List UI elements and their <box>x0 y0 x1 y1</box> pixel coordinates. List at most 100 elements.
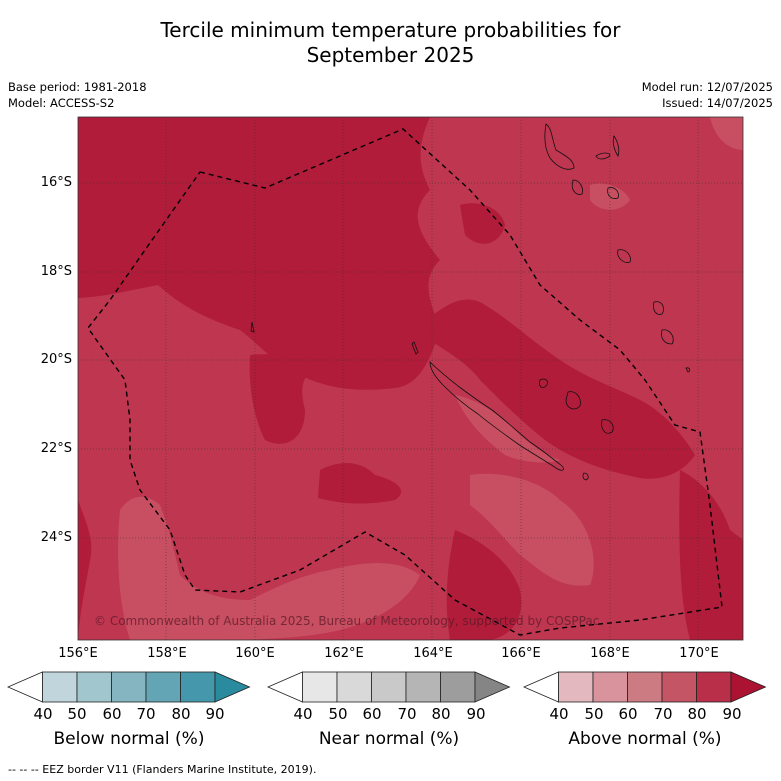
tick-label: 50 <box>584 705 604 723</box>
loyalty-island-ouvea <box>539 378 548 388</box>
ambae-island <box>595 152 611 160</box>
lon-label: 170°E <box>679 646 719 661</box>
colorbar-near-label: Near normal (%) <box>318 729 460 749</box>
prob-region-80-90 <box>318 463 402 504</box>
tick-label: 80 <box>431 705 451 723</box>
loyalty-island-mare <box>601 419 614 434</box>
prob-region-60-70 <box>118 496 420 640</box>
colorbar-segment <box>145 671 181 703</box>
tick-label: 80 <box>171 705 191 723</box>
colorbar-extend-high <box>214 671 251 703</box>
loyalty-island-lifou <box>565 391 581 410</box>
prob-region-60-70 <box>470 473 594 586</box>
colorbar-segment <box>627 671 663 703</box>
copyright-text: © Commonwealth of Australia 2025, Bureau… <box>94 614 600 628</box>
lat-label: 18°S <box>40 264 72 279</box>
eez-border <box>87 128 723 636</box>
land-masses <box>250 123 691 481</box>
chart-title: Tercile minimum temperature probabilitie… <box>0 18 781 68</box>
espiritu-santo <box>544 123 575 170</box>
lat-label: 16°S <box>40 175 72 190</box>
erromango-island <box>617 249 631 263</box>
colorbar-segment <box>336 671 372 703</box>
title-line-2: September 2025 <box>306 43 475 67</box>
chesterfield-islet <box>250 321 255 333</box>
colorbar-above-label: Above normal (%) <box>568 729 722 749</box>
tick-label: 70 <box>136 705 156 723</box>
colorbar-segment <box>302 671 338 703</box>
colorbar-segment <box>661 671 697 703</box>
colorbar-near <box>266 671 511 703</box>
lon-label: 162°E <box>324 646 364 661</box>
meta-right: Model run: 12/07/2025 Issued: 14/07/2025 <box>642 79 773 111</box>
lon-label: 166°E <box>501 646 541 661</box>
tick-label: 60 <box>102 705 122 723</box>
tick-label: 50 <box>328 705 348 723</box>
efate-island <box>607 187 619 199</box>
colorbar-segment <box>696 671 732 703</box>
prob-region-80-90 <box>446 530 522 640</box>
tick-label: 90 <box>466 705 486 723</box>
gridlines <box>78 117 743 640</box>
colorbar-above <box>522 671 767 703</box>
eez-footnote: -- -- -- EEZ border V11 (Flanders Marine… <box>8 763 317 776</box>
colorbar-extend-low <box>266 671 303 703</box>
colorbar-segment <box>111 671 147 703</box>
colorbar-below-label: Below normal (%) <box>53 729 205 749</box>
tick-label: 40 <box>549 705 569 723</box>
tick-label: 70 <box>653 705 673 723</box>
colorbar-extend-low <box>522 671 559 703</box>
belep-islands <box>411 341 419 355</box>
prob-region-70-80 <box>78 117 743 640</box>
colorbar-segment <box>440 671 476 703</box>
tick-label: 60 <box>618 705 638 723</box>
lon-label: 158°E <box>147 646 187 661</box>
lat-label: 20°S <box>40 352 72 367</box>
isle-of-pines <box>582 472 589 481</box>
pentecost-island <box>612 135 620 157</box>
malekula <box>571 179 583 195</box>
colorbar-extend-high <box>474 671 511 703</box>
prob-region-80-90 <box>249 354 320 444</box>
issued-date: Issued: 14/07/2025 <box>662 96 773 110</box>
prob-region-80-90 <box>460 203 505 244</box>
tick-label: 60 <box>362 705 382 723</box>
tick-label: 90 <box>205 705 225 723</box>
lon-label: 160°E <box>235 646 275 661</box>
meta-left: Base period: 1981-2018 Model: ACCESS-S2 <box>8 79 147 111</box>
colorbar-segment <box>180 671 216 703</box>
colorbar-segment <box>592 671 628 703</box>
colorbar-segment <box>405 671 441 703</box>
prob-region-80-90 <box>410 299 695 479</box>
lat-label: 22°S <box>40 441 72 456</box>
lon-label: 164°E <box>413 646 453 661</box>
prob-region-60-70 <box>710 117 743 150</box>
prob-region-80-90 <box>78 500 92 640</box>
lon-label: 168°E <box>590 646 630 661</box>
colorbar-below <box>6 671 251 703</box>
colorbar-segment <box>558 671 594 703</box>
colorbar-extend-low <box>6 671 43 703</box>
tanna-island <box>653 301 664 315</box>
tick-label: 90 <box>722 705 742 723</box>
colorbar-extend-high <box>730 671 767 703</box>
colorbar-segment <box>42 671 78 703</box>
colorbar-segment <box>76 671 112 703</box>
base-period: Base period: 1981-2018 <box>8 80 147 94</box>
tick-label: 70 <box>397 705 417 723</box>
probability-field <box>78 117 743 640</box>
tick-label: 80 <box>687 705 707 723</box>
tick-label: 50 <box>67 705 87 723</box>
prob-region-80-90 <box>679 470 743 640</box>
map-frame <box>77 116 744 641</box>
tick-label: 40 <box>33 705 53 723</box>
lat-label: 24°S <box>40 530 72 545</box>
title-line-1: Tercile minimum temperature probabilitie… <box>160 18 621 42</box>
hunter-island <box>685 367 691 373</box>
prob-region-60-70 <box>455 395 560 463</box>
aneityum-island <box>661 329 674 345</box>
lon-label: 156°E <box>58 646 98 661</box>
colorbar-segment <box>371 671 407 703</box>
model-run: Model run: 12/07/2025 <box>641 80 773 94</box>
